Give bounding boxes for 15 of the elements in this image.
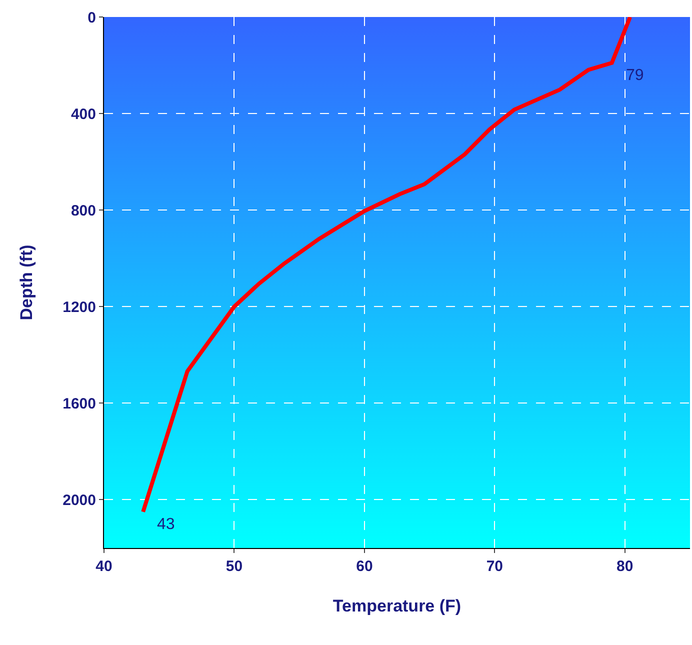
y-tick-label: 0 — [88, 9, 96, 26]
x-tick-label: 50 — [226, 558, 243, 575]
annotation: 79 — [626, 67, 644, 84]
x-tick-label: 80 — [616, 558, 634, 575]
y-axis-title: Depth (ft) — [17, 244, 36, 320]
x-axis-title: Temperature (F) — [332, 596, 462, 616]
y-tick-label: 2000 — [62, 492, 96, 509]
y-tick-label: 400 — [70, 106, 96, 123]
y-tick-label: 800 — [70, 202, 96, 220]
x-tick-label: 70 — [486, 558, 504, 575]
x-tick-label: 60 — [356, 558, 373, 575]
annotation: 43 — [157, 516, 175, 533]
y-tick-label: 1600 — [62, 395, 96, 412]
x-tick-label: 40 — [96, 558, 112, 575]
y-tick-label: 1200 — [62, 298, 96, 316]
